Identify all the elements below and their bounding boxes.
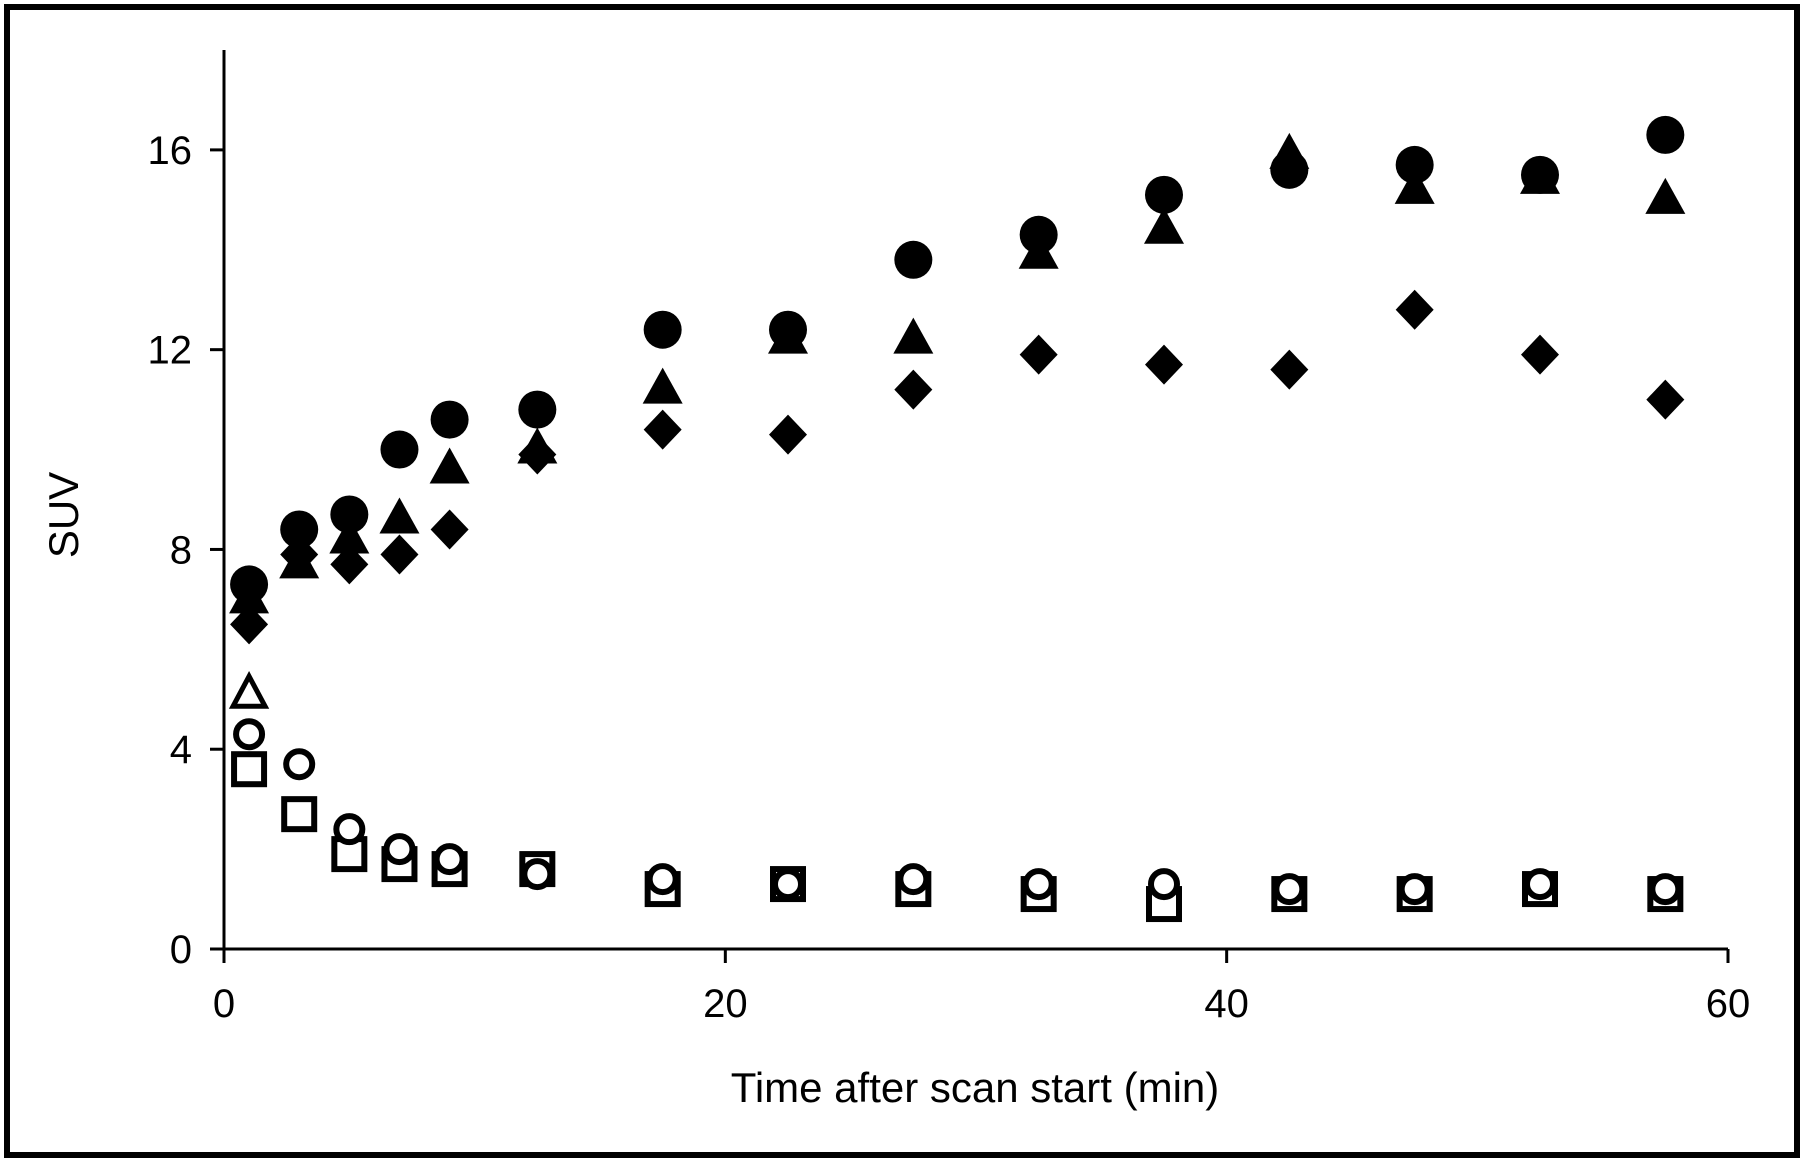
filled-circle-point bbox=[1646, 115, 1685, 154]
y-tick-label: 12 bbox=[148, 329, 193, 373]
open-circle-point bbox=[897, 863, 930, 896]
y-tick-label: 16 bbox=[148, 129, 193, 173]
open-circle-point bbox=[383, 833, 416, 866]
x-tick-label: 60 bbox=[1706, 982, 1751, 1026]
open-circle-point bbox=[433, 843, 466, 876]
y-tick-label: 4 bbox=[170, 728, 192, 772]
axes bbox=[222, 50, 1728, 951]
open-triangle-point bbox=[228, 670, 270, 709]
tick-labels: 0 20 40 60 0 4 8 12 16 bbox=[148, 129, 1751, 1026]
filled-circle-point bbox=[230, 565, 269, 604]
filled-circle-point bbox=[518, 390, 557, 429]
y-tick-label: 0 bbox=[170, 928, 192, 972]
filled-triangle-point bbox=[279, 542, 320, 579]
open-circle-point bbox=[772, 868, 804, 901]
open-circle-point bbox=[521, 858, 554, 891]
filled-circle-point bbox=[643, 310, 682, 349]
open-circle-point bbox=[1398, 873, 1431, 906]
open-circle-point bbox=[333, 813, 366, 846]
filled-diamond-point bbox=[1145, 344, 1183, 385]
filled-triangle-point bbox=[379, 497, 420, 534]
filled-triangle-point bbox=[429, 447, 470, 484]
filled-diamond-point bbox=[1019, 334, 1058, 375]
filled-circle-point bbox=[1145, 175, 1183, 214]
filled-triangle-point bbox=[517, 427, 558, 464]
filled-diamond-point bbox=[1646, 379, 1685, 420]
filled-triangle-point bbox=[893, 317, 934, 354]
y-tick-label: 8 bbox=[170, 528, 192, 572]
filled-circle-point bbox=[380, 430, 419, 469]
filled-circle-point bbox=[330, 495, 369, 534]
filled-triangle-point bbox=[642, 367, 683, 404]
filled-circle-point bbox=[1521, 155, 1559, 194]
open-circle-point bbox=[283, 748, 316, 781]
filled-circle-point bbox=[280, 510, 319, 549]
open-circle-point bbox=[646, 863, 679, 896]
open-circle-point bbox=[1273, 873, 1306, 906]
figure-frame bbox=[4, 4, 1800, 1158]
open-square-point bbox=[231, 751, 268, 788]
filled-diamond-point bbox=[430, 509, 469, 550]
filled-diamond-point bbox=[1270, 349, 1309, 390]
x-tick-label: 0 bbox=[213, 982, 235, 1026]
filled-diamond-point bbox=[1521, 334, 1559, 375]
filled-circle-point bbox=[1395, 145, 1434, 184]
open-circle-point bbox=[1524, 868, 1556, 901]
x-tick-label: 40 bbox=[1204, 982, 1249, 1026]
filled-diamond-point bbox=[380, 534, 419, 575]
filled-triangle-point bbox=[1394, 167, 1435, 204]
filled-triangle-point bbox=[1144, 207, 1184, 244]
filled-circle-point bbox=[769, 310, 807, 349]
open-circle-point bbox=[233, 718, 266, 751]
y-axis-label: SUV bbox=[40, 472, 87, 558]
filled-diamond-point bbox=[894, 369, 933, 410]
filled-triangle-point bbox=[1645, 177, 1686, 214]
filled-diamond-point bbox=[769, 414, 807, 455]
filled-circle-point bbox=[1270, 150, 1309, 189]
filled-diamond-point bbox=[230, 604, 269, 645]
x-tick-label: 20 bbox=[703, 982, 748, 1026]
filled-circle-point bbox=[894, 240, 933, 279]
filled-diamond-point bbox=[1395, 289, 1434, 330]
open-square-point bbox=[281, 796, 318, 833]
open-circle-point bbox=[1022, 868, 1055, 901]
open-circle-point bbox=[1649, 873, 1682, 906]
filled-diamond-point bbox=[330, 544, 369, 585]
filled-circle-point bbox=[1019, 215, 1058, 254]
filled-triangle-point bbox=[329, 517, 370, 554]
tick-marks bbox=[210, 148, 1730, 963]
open-circle-point bbox=[1148, 868, 1180, 901]
x-axis-label: Time after scan start (min) bbox=[731, 1064, 1220, 1111]
data-markers bbox=[228, 115, 1686, 923]
filled-diamond-point bbox=[643, 409, 682, 450]
filled-circle-point bbox=[430, 400, 469, 439]
